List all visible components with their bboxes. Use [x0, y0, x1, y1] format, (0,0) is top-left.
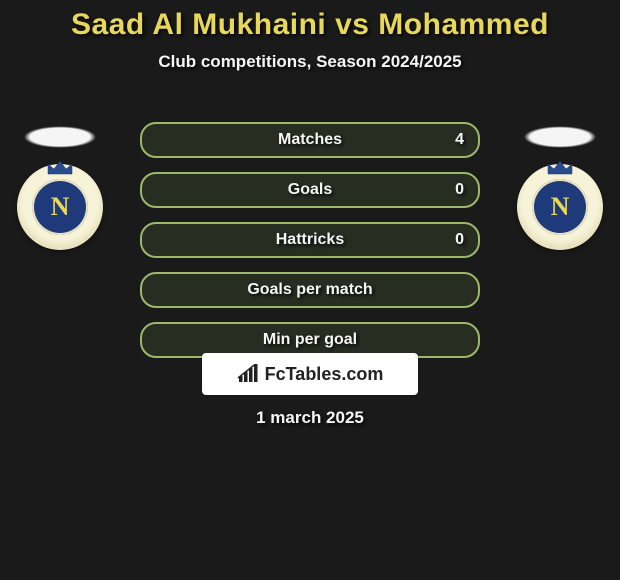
stat-value: 4 — [455, 131, 464, 149]
stat-label: Hattricks — [276, 231, 344, 249]
stat-value: 0 — [455, 231, 464, 249]
badge-letter: N — [51, 192, 70, 222]
player-left: N — [10, 122, 110, 252]
stat-row-goals-per-match: Goals per match — [140, 272, 480, 308]
snapshot-date: 1 march 2025 — [0, 408, 620, 428]
stat-label: Matches — [278, 131, 342, 149]
site-attribution[interactable]: FcTables.com — [202, 353, 418, 395]
stat-value: 0 — [455, 181, 464, 199]
page-title: Saad Al Mukhaini vs Mohammed — [0, 0, 620, 42]
player-right: N — [510, 122, 610, 252]
club-badge-left: N — [10, 164, 110, 252]
stat-label: Min per goal — [263, 331, 357, 349]
badge-inner: N — [32, 179, 88, 235]
crown-icon — [545, 158, 575, 176]
page-subtitle: Club competitions, Season 2024/2025 — [0, 52, 620, 72]
badge-outer: N — [17, 164, 103, 250]
comparison-card: Saad Al Mukhaini vs Mohammed Club compet… — [0, 0, 620, 580]
stat-row-matches: Matches 4 — [140, 122, 480, 158]
club-badge-right: N — [510, 164, 610, 252]
player-photo-placeholder — [510, 122, 610, 152]
bar-chart-icon — [237, 364, 261, 384]
stat-label: Goals per match — [247, 281, 372, 299]
site-logo: FcTables.com — [237, 364, 384, 385]
site-text: FcTables.com — [265, 364, 384, 385]
crown-icon — [45, 158, 75, 176]
badge-letter: N — [551, 192, 570, 222]
stats-list: Matches 4 Goals 0 Hattricks 0 Goals per … — [140, 122, 480, 372]
stat-label: Goals — [288, 181, 332, 199]
badge-outer: N — [517, 164, 603, 250]
player-photo-placeholder — [10, 122, 110, 152]
stat-row-goals: Goals 0 — [140, 172, 480, 208]
stat-row-hattricks: Hattricks 0 — [140, 222, 480, 258]
badge-inner: N — [532, 179, 588, 235]
